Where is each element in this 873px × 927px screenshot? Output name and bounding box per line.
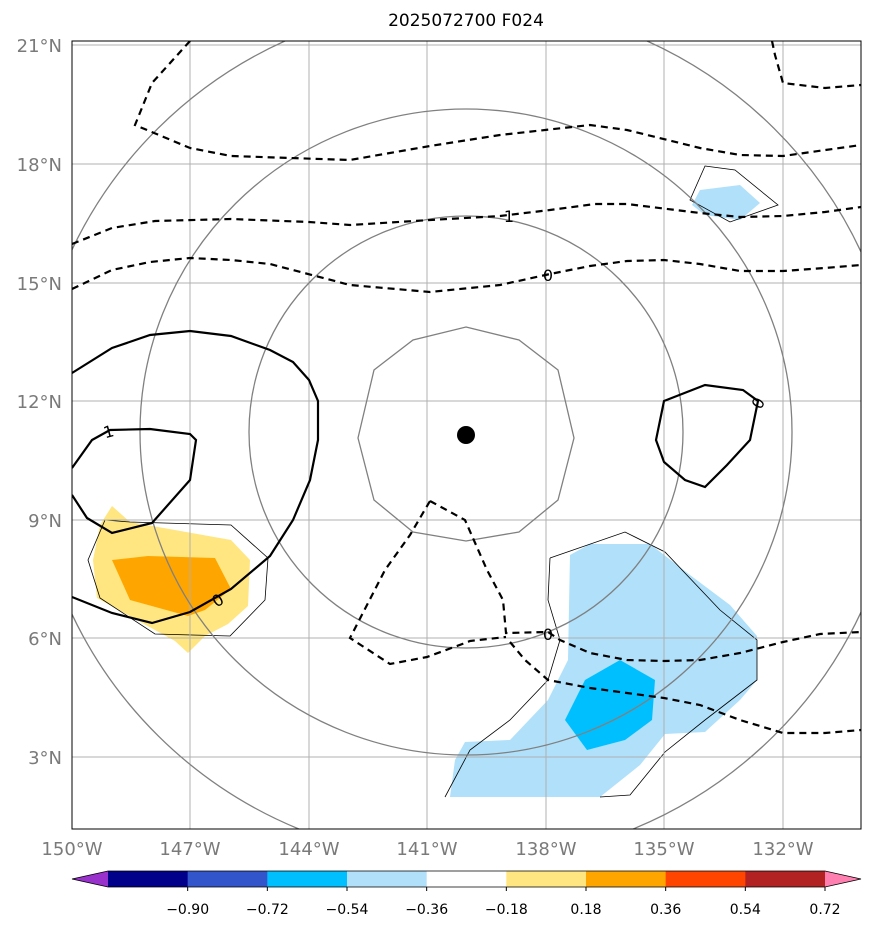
colorbar-cell — [187, 871, 268, 887]
contour-label: 1 — [504, 207, 514, 226]
colorbar-outline — [71, 870, 862, 888]
lon-tick-label: 141°W — [396, 839, 457, 860]
contour-label: 1 — [101, 421, 116, 442]
colorbar-cell — [665, 871, 746, 887]
lon-axis: 150°W 147°W 144°W 141°W 138°W 135°W 132°… — [41, 839, 813, 860]
gridlines — [72, 41, 861, 829]
colorbar-cell — [506, 871, 587, 887]
plot-frame — [71, 40, 862, 830]
colorbar-cell — [267, 871, 348, 887]
colorbar-tick-label: −0.72 — [246, 902, 289, 918]
colorbar-tick-label: 0.54 — [730, 902, 761, 918]
colorbar-cell — [347, 871, 428, 887]
range-rings — [72, 41, 861, 829]
colorbar-tick-label: 0.36 — [650, 902, 681, 918]
colorbar-cell — [586, 871, 667, 887]
range-ring-2 — [248, 215, 684, 649]
lat-tick-label: 3°N — [28, 748, 62, 769]
lon-tick-label: 138°W — [515, 839, 576, 860]
lat-tick-label: 6°N — [28, 629, 62, 650]
colorbar-cell — [108, 871, 189, 887]
lat-tick-label: 9°N — [28, 511, 62, 532]
lat-tick-label: 12°N — [17, 392, 62, 413]
lon-tick-label: 132°W — [752, 839, 813, 860]
strong-positive-anomaly-region — [112, 556, 231, 616]
range-ring-1 — [357, 326, 575, 542]
colorbar-cell — [426, 871, 507, 887]
lat-axis: 21°N 18°N 15°N 12°N 9°N 6°N 3°N — [17, 36, 62, 769]
colorbar-tick-label: −0.36 — [405, 902, 448, 918]
thin-contours — [87, 165, 779, 798]
anomaly-fills — [93, 185, 760, 797]
negative-anomaly-region-ne — [692, 185, 760, 220]
colorbar-tick-label: −0.54 — [326, 902, 369, 918]
contour-label: 0 — [543, 266, 553, 285]
colorbar-tick-label: −0.18 — [485, 902, 528, 918]
dashed-contours — [72, 41, 861, 735]
strong-negative-anomaly-region — [565, 660, 655, 750]
lat-tick-label: 15°N — [17, 274, 62, 295]
map-title: 2025072700 F024 — [388, 11, 544, 31]
colorbar-tick-label: 0.18 — [570, 902, 601, 918]
range-ring-3 — [139, 108, 793, 756]
contour-label: 0 — [543, 625, 553, 644]
lat-tick-label: 18°N — [17, 155, 62, 176]
colorbar-cell — [745, 871, 826, 887]
colorbar-extend-high — [825, 871, 861, 887]
solid-contours — [72, 329, 760, 625]
lon-tick-label: 147°W — [159, 839, 220, 860]
colorbar-tick-label: −0.90 — [166, 902, 209, 918]
lon-tick-label: 135°W — [633, 839, 694, 860]
colorbar-extend-low — [72, 871, 108, 887]
colorbar: −0.90 −0.72 −0.54 −0.36 −0.18 0.18 0.36 0.54 0.7… — [71, 870, 862, 918]
storm-center-marker — [457, 426, 475, 444]
lon-tick-label: 150°W — [41, 839, 102, 860]
lat-tick-label: 21°N — [17, 36, 62, 57]
colorbar-tick-label: 0.72 — [809, 902, 840, 918]
lon-tick-label: 144°W — [278, 839, 339, 860]
